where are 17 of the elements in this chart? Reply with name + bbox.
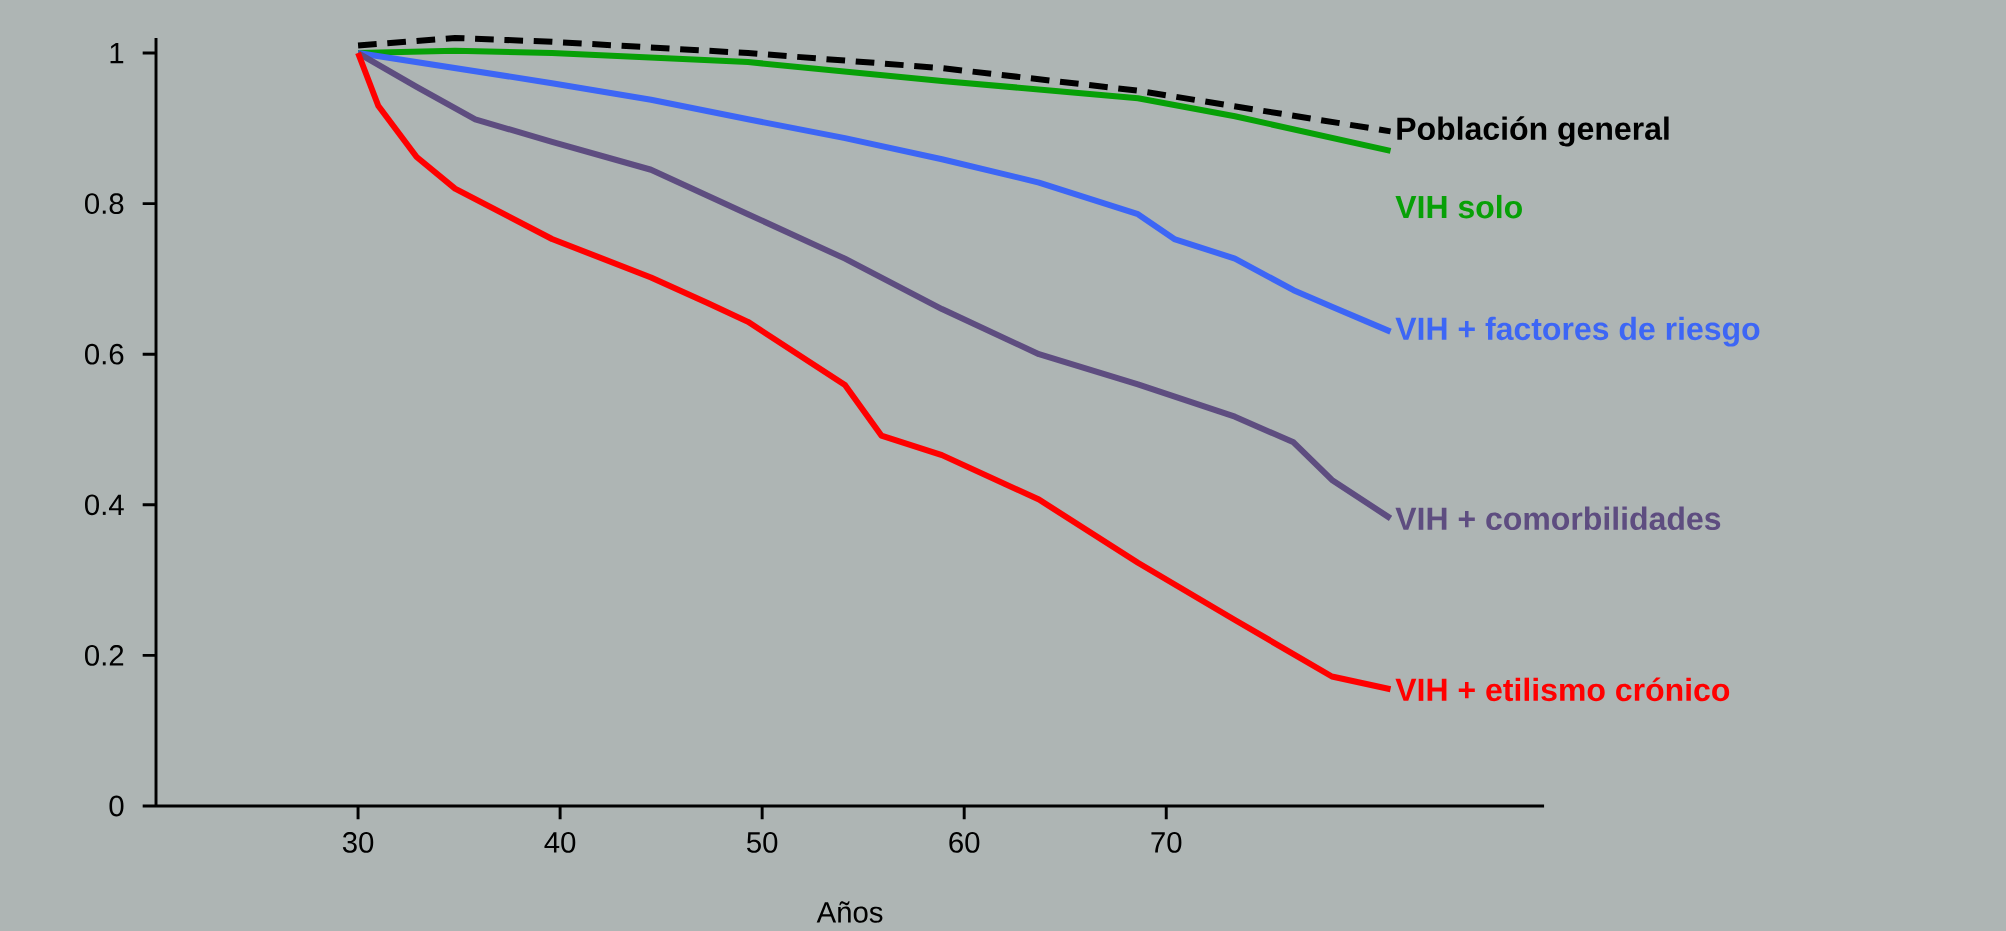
series-label: VIH + etilismo crónico bbox=[1395, 677, 1730, 702]
x-tick-label: 30 bbox=[342, 832, 374, 853]
x-tick-label: 70 bbox=[1151, 832, 1182, 853]
x-tick-label: 60 bbox=[949, 832, 980, 853]
y-tick-label: 0.6 bbox=[85, 343, 124, 365]
x-tick-label: 50 bbox=[747, 832, 778, 853]
y-tick-label: 0.8 bbox=[85, 193, 124, 215]
x-tick-label: 40 bbox=[544, 832, 576, 853]
y-tick-label: 1 bbox=[110, 42, 124, 64]
series-label: Población general bbox=[1397, 116, 1669, 147]
y-tick-label: 0.2 bbox=[85, 645, 124, 666]
y-tick-label: 0 bbox=[109, 795, 124, 817]
series-label: VIH + comorbilidades bbox=[1395, 506, 1721, 531]
y-tick-label: 0.4 bbox=[85, 494, 124, 516]
x-axis-title: Años bbox=[816, 901, 883, 923]
series-label: VIH + factores de riesgo bbox=[1395, 316, 1760, 347]
series-label: VIH solo bbox=[1395, 194, 1522, 219]
